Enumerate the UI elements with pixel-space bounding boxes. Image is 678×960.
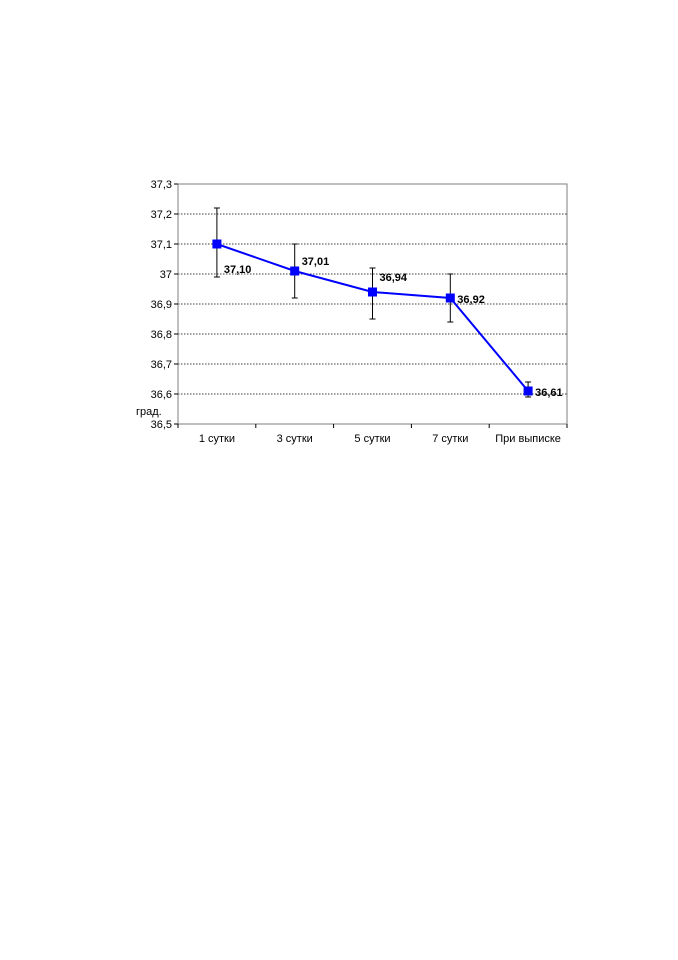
x-tick-label: 7 сутки (432, 433, 468, 445)
y-tick-label: 37,2 (151, 209, 172, 221)
data-label: 37,01 (302, 256, 330, 268)
y-tick-label: 36,8 (151, 329, 172, 341)
data-point (523, 386, 533, 396)
data-label: 36,61 (535, 387, 563, 399)
x-tick-label: 5 сутки (354, 433, 390, 445)
y-tick-label: 36,6 (151, 389, 172, 401)
y-tick-label: 36,7 (151, 359, 172, 371)
x-tick-label: 3 сутки (277, 433, 313, 445)
y-axis-unit-label: град. (136, 406, 162, 418)
y-tick-label: 37 (160, 269, 172, 281)
x-tick-label: 1 сутки (199, 433, 235, 445)
x-axis-ticks: 1 сутки 3 сутки 5 сутки 7 сутки При выписке (177, 424, 568, 445)
gridlines (178, 213, 567, 395)
x-tick-label: При выписке (495, 433, 561, 445)
data-point (290, 266, 300, 276)
data-labels: 37,10 37,01 36,94 36,92 36,61 (224, 256, 563, 399)
error-bars (213, 207, 532, 398)
y-tick-label: 36,9 (151, 299, 172, 311)
y-axis-ticks: 36,5 36,6 36,7 36,8 36,9 37 37,1 37,2 37,3 (151, 179, 178, 431)
data-label: 36,94 (380, 272, 408, 284)
y-tick-label: 37,1 (151, 239, 172, 251)
data-label: 36,92 (457, 294, 485, 306)
data-point (368, 287, 377, 297)
y-tick-label: 37,3 (151, 179, 172, 191)
data-label: 37,10 (224, 264, 252, 276)
data-point (445, 293, 455, 303)
data-point (212, 239, 222, 249)
series-markers (212, 239, 533, 396)
y-tick-label: 36,5 (151, 419, 172, 431)
